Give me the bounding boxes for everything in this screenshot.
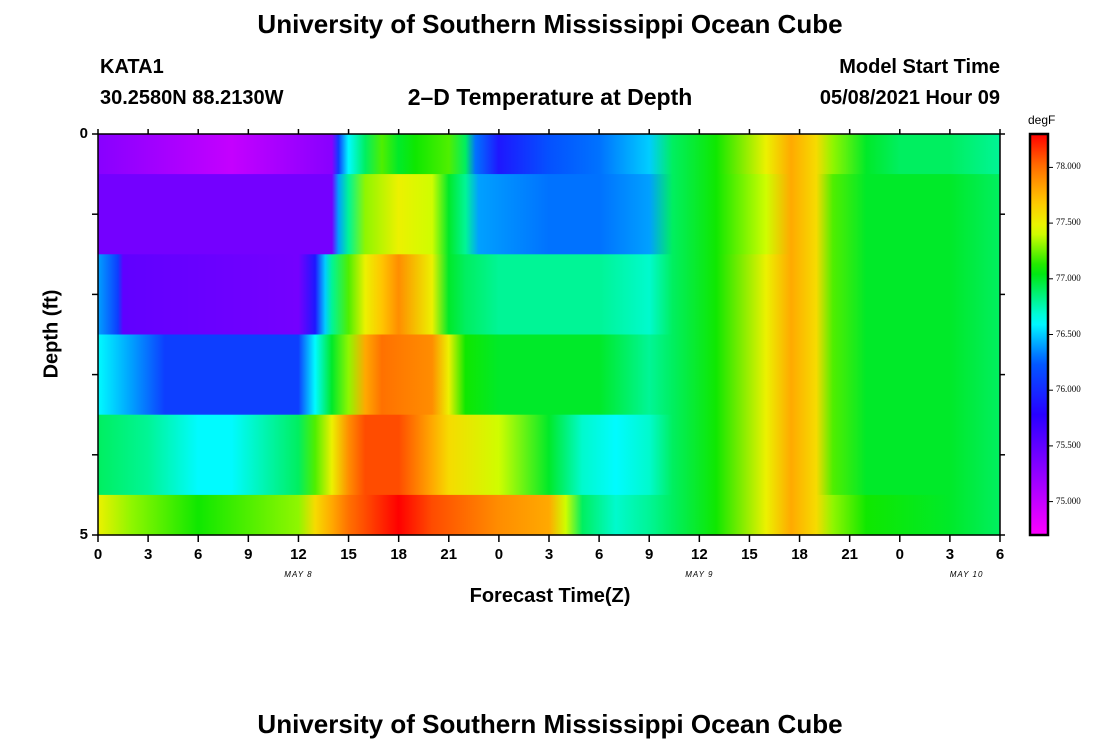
x-tick-label: 0 bbox=[494, 546, 504, 563]
x-tick-label: 12 bbox=[690, 546, 708, 563]
day-label: MAY 10 bbox=[949, 570, 984, 579]
model-start-label: Model Start Time bbox=[839, 56, 1000, 78]
x-tick-label: 3 bbox=[945, 546, 955, 563]
heatmap-row bbox=[98, 414, 1000, 496]
heatmap-row bbox=[98, 334, 1000, 416]
x-tick-label: 18 bbox=[390, 546, 407, 563]
colorbar bbox=[1028, 132, 1050, 537]
colorbar-tick-label: 75.500 bbox=[1056, 439, 1081, 450]
x-tick-label: 6 bbox=[194, 546, 203, 563]
heatmap-rows bbox=[98, 134, 1000, 536]
heatmap-row bbox=[98, 494, 1000, 536]
day-label: MAY 9 bbox=[685, 570, 714, 579]
day-label: MAY 8 bbox=[284, 570, 313, 579]
colorbar-tick-label: 77.000 bbox=[1056, 272, 1081, 283]
y-axis-ticks bbox=[92, 133, 1005, 536]
colorbar-tick-label: 75.000 bbox=[1056, 495, 1081, 506]
x-tick-label: 15 bbox=[741, 546, 758, 563]
x-tick-label: 21 bbox=[440, 546, 458, 563]
heatmap-row bbox=[98, 134, 1000, 175]
heatmap-row bbox=[98, 174, 1000, 255]
y-tick-label: 0 bbox=[79, 125, 88, 142]
x-tick-label: 0 bbox=[895, 546, 904, 563]
x-axis-ticks bbox=[97, 129, 1001, 542]
colorbar-units-label: degF bbox=[1028, 113, 1056, 127]
station-id: KATA1 bbox=[100, 56, 164, 78]
x-tick-label: 6 bbox=[995, 546, 1005, 563]
footer-title: University of Southern Mississippi Ocean… bbox=[257, 709, 843, 739]
chart-subtitle: 2–D Temperature at Depth bbox=[407, 84, 693, 110]
colorbar-ticks bbox=[1048, 166, 1053, 503]
x-tick-label: 9 bbox=[645, 546, 654, 563]
x-tick-label: 6 bbox=[594, 546, 604, 563]
y-axis-label: Depth (ft) bbox=[40, 289, 63, 379]
model-start-time: 05/08/2021 Hour 09 bbox=[819, 87, 1000, 109]
x-axis-label: Forecast Time(Z) bbox=[469, 585, 631, 607]
x-tick-label: 3 bbox=[544, 546, 554, 563]
chart-title: University of Southern Mississippi Ocean… bbox=[257, 9, 843, 39]
colorbar-tick-label: 78.000 bbox=[1056, 161, 1081, 172]
heatmap-row bbox=[98, 254, 1000, 336]
x-tick-label: 15 bbox=[340, 546, 357, 563]
x-tick-label: 21 bbox=[841, 546, 858, 563]
colorbar-tick-label: 76.500 bbox=[1056, 328, 1081, 339]
colorbar-tick-label: 76.000 bbox=[1056, 384, 1081, 395]
x-tick-label: 9 bbox=[244, 546, 253, 563]
station-coordinates: 30.2580N 88.2130W bbox=[100, 87, 284, 109]
x-tick-label: 3 bbox=[143, 546, 153, 563]
x-tick-label: 18 bbox=[791, 546, 808, 563]
colorbar-tick-label: 77.500 bbox=[1056, 217, 1081, 228]
y-tick-label: 5 bbox=[79, 526, 88, 543]
x-tick-label: 12 bbox=[290, 546, 307, 563]
x-tick-label: 0 bbox=[93, 546, 103, 563]
